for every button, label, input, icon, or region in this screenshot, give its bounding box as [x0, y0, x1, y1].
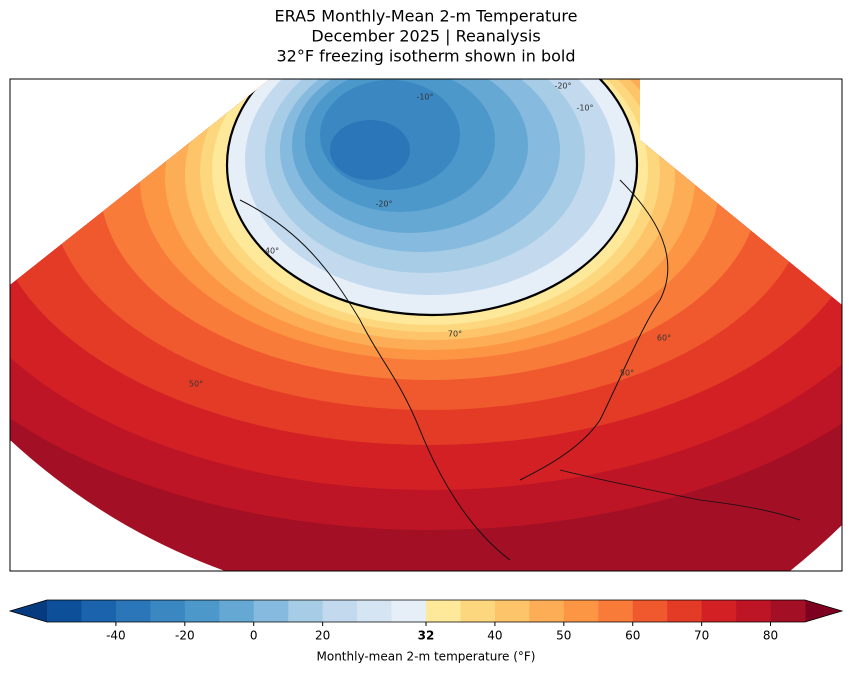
colorbar-bin: [115, 600, 151, 622]
colorbar-bin: [391, 600, 427, 622]
title-line: December 2025 | Reanalysis: [311, 27, 540, 46]
colorbar-bin: [426, 600, 461, 622]
colorbar-tick-label: -40: [106, 629, 126, 643]
colorbar-bin: [736, 600, 772, 622]
colorbar-tick-label: 70: [694, 629, 709, 643]
contour-label: -20°: [375, 200, 392, 209]
colorbar-bin: [184, 600, 220, 622]
colorbar-bin: [529, 600, 565, 622]
colorbar-bin: [460, 600, 496, 622]
colorbar-bin: [667, 600, 703, 622]
contour-label: -10°: [576, 104, 593, 113]
colorbar-bin: [322, 600, 358, 622]
colorbar-tick-label: 40: [487, 629, 502, 643]
colorbar-bin: [494, 600, 530, 622]
colorbar: -40 -20 0 20 32 40 50 60 70 80: [8, 599, 844, 643]
colorbar-bin: [701, 600, 737, 622]
colorbar-extend: [10, 600, 47, 622]
contour-label: 40°: [265, 247, 279, 256]
colorbar-tick-label: 32: [418, 629, 435, 643]
contour-label: -20°: [554, 82, 571, 91]
colorbar-tick-label: 20: [315, 629, 330, 643]
colorbar-bin: [770, 600, 806, 622]
colorbar-label: Monthly-mean 2-m temperature (°F): [317, 650, 536, 664]
map-frame: [9, 78, 843, 572]
colorbar-bin: [219, 600, 255, 622]
colorbar-tick-label: 0: [250, 629, 258, 643]
colorbar-bin: [81, 600, 117, 622]
contour-label: 50°: [620, 369, 634, 378]
title-line: 32°F freezing isotherm shown in bold: [276, 47, 575, 66]
colorbar-bin: [357, 600, 393, 622]
title-line: ERA5 Monthly-Mean 2-m Temperature: [275, 7, 578, 26]
contour-label: 60°: [657, 334, 671, 343]
colorbar-bin: [288, 600, 324, 622]
contour-labels: -10° -20° -10° -20° 40° 50° 60° 50° 70°: [189, 82, 671, 389]
colorbar-bin: [632, 600, 668, 622]
colorbar-tick-label: 60: [625, 629, 640, 643]
colorbar-tick-label: 50: [556, 629, 571, 643]
colorbar-bin: [563, 600, 599, 622]
colorbar-bin: [47, 600, 82, 622]
colorbar-tick-label: 80: [763, 629, 778, 643]
contour-label: 50°: [189, 380, 203, 389]
colorbar-extend: [805, 600, 842, 622]
colorbar-outline: [8, 599, 844, 623]
contour-label: 70°: [448, 330, 462, 339]
colorbar-bin: [598, 600, 634, 622]
colorbar-tick-label: -20: [175, 629, 195, 643]
colorbar-bin: [253, 600, 289, 622]
contour-label: -10°: [416, 93, 433, 102]
colorbar-bin: [150, 600, 186, 622]
